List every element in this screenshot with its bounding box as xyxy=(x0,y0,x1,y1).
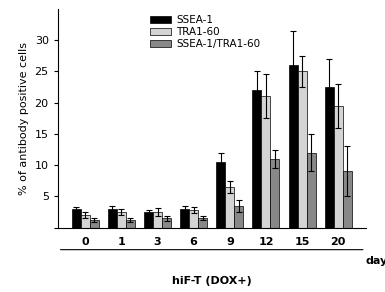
Bar xyxy=(288,65,298,228)
Bar xyxy=(189,210,198,228)
Y-axis label: % of antibody positive cells: % of antibody positive cells xyxy=(19,42,29,195)
Bar xyxy=(216,162,225,228)
Bar xyxy=(126,220,135,228)
Bar xyxy=(334,106,343,228)
Bar xyxy=(198,218,207,228)
Bar xyxy=(234,206,243,228)
Bar xyxy=(72,209,81,228)
Bar xyxy=(306,153,316,228)
Bar xyxy=(180,209,189,228)
Bar xyxy=(298,71,306,228)
Bar xyxy=(325,87,334,228)
Text: days: days xyxy=(366,256,385,266)
Bar xyxy=(343,171,352,228)
Bar xyxy=(253,90,261,228)
Bar xyxy=(81,215,90,228)
Bar xyxy=(90,220,99,228)
Text: hiF-T (DOX+): hiF-T (DOX+) xyxy=(172,276,252,286)
Bar xyxy=(144,212,153,228)
Bar xyxy=(162,218,171,228)
Bar xyxy=(153,212,162,228)
Bar xyxy=(270,159,280,228)
Bar xyxy=(225,187,234,228)
Bar xyxy=(261,96,270,228)
Bar xyxy=(117,212,126,228)
Legend: SSEA-1, TRA1-60, SSEA-1/TRA1-60: SSEA-1, TRA1-60, SSEA-1/TRA1-60 xyxy=(149,14,261,50)
Bar xyxy=(108,209,117,228)
